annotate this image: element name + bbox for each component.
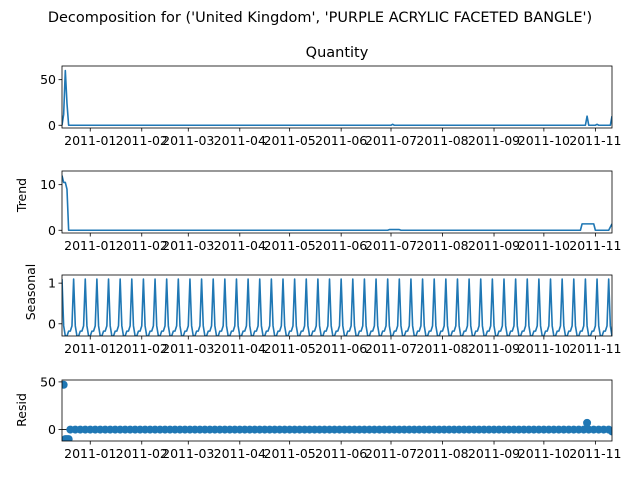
- resid-xtick-label: 2011-06: [315, 446, 367, 461]
- seasonal-xtick-label: 2011-07: [365, 341, 417, 356]
- resid-ylabel: Resid: [14, 393, 29, 427]
- observed-xtick-label: 2011-10: [518, 133, 570, 148]
- trend-xtick-label: 2011-09: [468, 238, 520, 253]
- observed-xtick-label: 2011-05: [264, 133, 316, 148]
- resid-xtick-label: 2011-11: [569, 446, 621, 461]
- resid-point: [64, 435, 73, 441]
- figure-suptitle: Decomposition for ('United Kingdom', 'PU…: [48, 10, 592, 26]
- observed-ytick-label: 50: [40, 72, 56, 87]
- resid-xtick-label: 2011-10: [518, 446, 570, 461]
- resid-xtick-label: 2011-01: [64, 446, 116, 461]
- resid-plot-area: [62, 380, 612, 441]
- seasonal-xtick-label: 2011-06: [315, 341, 367, 356]
- seasonal-xtick-label: 2011-04: [214, 341, 266, 356]
- resid-xtick-label: 2011-08: [416, 446, 468, 461]
- seasonal-plot-area: [62, 278, 612, 336]
- trend-xtick-label: 2011-05: [264, 238, 316, 253]
- resid-ytick-label: 50: [40, 374, 56, 389]
- seasonal-axes-frame: [61, 274, 613, 337]
- seasonal-ytick-label: 1: [48, 276, 56, 291]
- seasonal-xtick-label: 2011-02: [116, 341, 168, 356]
- observed-xtick-label: 2011-07: [365, 133, 417, 148]
- observed-xtick-label: 2011-01: [64, 133, 116, 148]
- seasonal-xtick-label: 2011-09: [468, 341, 520, 356]
- resid-xtick-label: 2011-05: [264, 446, 316, 461]
- resid-ytick-label: 0: [48, 422, 56, 437]
- resid-point: [583, 418, 592, 427]
- seasonal-xtick-label: 2011-11: [569, 341, 621, 356]
- trend-xtick-label: 2011-01: [64, 238, 116, 253]
- observed-axes-frame: [61, 65, 613, 129]
- seasonal-xtick-label: 2011-08: [416, 341, 468, 356]
- trend-ytick-label: 0: [48, 223, 56, 238]
- observed-plot-area: [62, 69, 612, 127]
- seasonal-xtick-label: 2011-03: [162, 341, 214, 356]
- seasonal-series-line: [62, 278, 612, 336]
- trend-xtick-label: 2011-11: [569, 238, 621, 253]
- resid-xtick-label: 2011-03: [162, 446, 214, 461]
- panel-title-quantity: Quantity: [306, 45, 369, 61]
- resid-xtick-label: 2011-09: [468, 446, 520, 461]
- observed-xtick-label: 2011-08: [416, 133, 468, 148]
- trend-xtick-label: 2011-10: [518, 238, 570, 253]
- resid-xtick-label: 2011-02: [116, 446, 168, 461]
- trend-axes-frame: [61, 170, 613, 234]
- seasonal-xtick-label: 2011-01: [64, 341, 116, 356]
- seasonal-xtick-label: 2011-10: [518, 341, 570, 356]
- resid-point: [608, 427, 612, 436]
- resid-xtick-label: 2011-04: [214, 446, 266, 461]
- trend-xtick-label: 2011-07: [365, 238, 417, 253]
- observed-xtick-label: 2011-03: [162, 133, 214, 148]
- trend-ylabel: Trend: [14, 178, 29, 213]
- seasonal-ytick-label: 0: [48, 316, 56, 331]
- observed-xtick-label: 2011-06: [315, 133, 367, 148]
- observed-xtick-label: 2011-11: [569, 133, 621, 148]
- seasonal-ylabel: Seasonal: [23, 264, 38, 321]
- observed-xtick-label: 2011-09: [468, 133, 520, 148]
- resid-point: [62, 380, 68, 389]
- resid-axes-frame: [61, 379, 613, 442]
- trend-ytick-label: 10: [40, 177, 56, 192]
- trend-xtick-label: 2011-06: [315, 238, 367, 253]
- trend-plot-area: [62, 175, 612, 232]
- trend-xtick-label: 2011-02: [116, 238, 168, 253]
- observed-xtick-label: 2011-02: [116, 133, 168, 148]
- trend-xtick-label: 2011-04: [214, 238, 266, 253]
- trend-series-line: [62, 175, 612, 232]
- observed-series-line: [62, 69, 612, 127]
- observed-ytick-label: 0: [48, 118, 56, 133]
- resid-xtick-label: 2011-07: [365, 446, 417, 461]
- trend-xtick-label: 2011-08: [416, 238, 468, 253]
- trend-xtick-label: 2011-03: [162, 238, 214, 253]
- observed-xtick-label: 2011-04: [214, 133, 266, 148]
- seasonal-xtick-label: 2011-05: [264, 341, 316, 356]
